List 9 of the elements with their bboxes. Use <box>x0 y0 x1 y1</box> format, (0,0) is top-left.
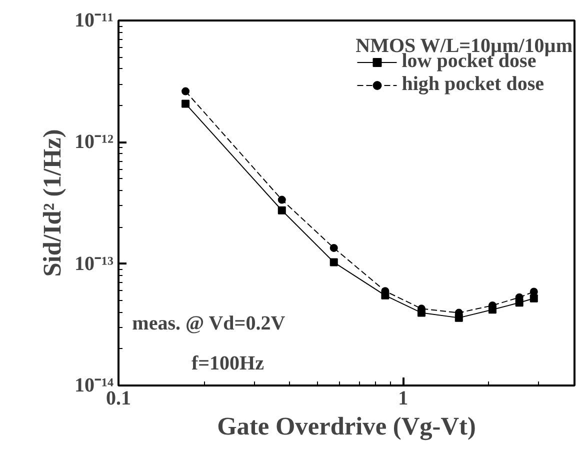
annotation: f=100Hz <box>191 352 264 375</box>
y-axis-title: Sid/Id² (1/Hz) <box>38 129 67 277</box>
y-tick-label: 10⁻¹² <box>74 131 114 154</box>
y-tick-label: 10⁻¹¹ <box>74 10 114 32</box>
x-axis-title: Gate Overdrive (Vg-Vt) <box>217 412 476 440</box>
annotation: meas. @ Vd=0.2V <box>132 312 286 334</box>
x-tick-label: 1 <box>398 388 408 410</box>
y-tick-label: 10⁻¹³ <box>74 252 114 275</box>
legend-label: high pocket dose <box>402 73 544 96</box>
